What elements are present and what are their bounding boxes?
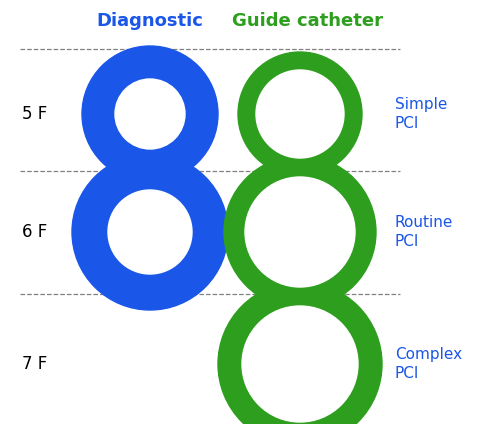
Text: Routine
PCI: Routine PCI [395, 215, 454, 249]
Text: Guide catheter: Guide catheter [232, 12, 384, 30]
Text: 7 F: 7 F [22, 355, 47, 373]
Circle shape [242, 306, 358, 422]
Circle shape [256, 70, 344, 158]
Circle shape [108, 190, 192, 274]
Circle shape [115, 79, 185, 149]
Circle shape [72, 154, 228, 310]
Text: 5 F: 5 F [22, 105, 47, 123]
Circle shape [224, 156, 376, 308]
Text: Complex
PCI: Complex PCI [395, 346, 462, 382]
Circle shape [82, 46, 218, 182]
Circle shape [218, 282, 382, 424]
Text: Diagnostic: Diagnostic [96, 12, 204, 30]
Text: 6 F: 6 F [22, 223, 47, 241]
Circle shape [245, 177, 355, 287]
Circle shape [238, 52, 362, 176]
Text: Simple
PCI: Simple PCI [395, 97, 448, 131]
